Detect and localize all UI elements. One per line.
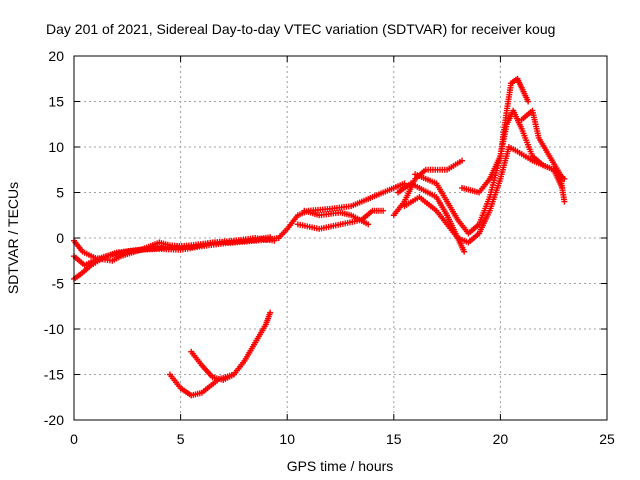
data-series xyxy=(275,180,408,241)
y-tick-labels: -20 -15 -10 -5 0 5 10 15 20 xyxy=(44,48,64,428)
y-tick-label: -5 xyxy=(52,276,65,292)
data-point xyxy=(461,248,468,255)
data-series xyxy=(188,348,237,383)
y-tick-label: 15 xyxy=(48,94,64,110)
x-tick-labels: 0 5 10 15 20 25 xyxy=(70,431,615,447)
x-axis-label: GPS time / hours xyxy=(287,458,394,474)
y-axis-label: SDTVAR / TECUs xyxy=(5,182,21,294)
x-tick-label: 5 xyxy=(177,431,185,447)
x-tick-label: 25 xyxy=(599,431,615,447)
data-point xyxy=(525,98,532,105)
y-tick-label: 0 xyxy=(56,230,64,246)
data-series xyxy=(459,75,532,196)
x-tick-label: 10 xyxy=(279,431,295,447)
data-series xyxy=(294,207,387,232)
y-tick-label: -10 xyxy=(44,321,64,337)
data-series xyxy=(71,235,278,264)
data-point xyxy=(380,207,387,214)
y-tick-label: 5 xyxy=(56,185,64,201)
data-series xyxy=(401,144,566,246)
data-point xyxy=(561,198,568,205)
data-point xyxy=(271,237,278,244)
data-layer xyxy=(71,75,568,399)
x-tick-label: 20 xyxy=(493,431,509,447)
y-tick-label: -15 xyxy=(44,367,64,383)
y-tick-label: 20 xyxy=(48,48,64,64)
data-point xyxy=(459,157,466,164)
x-tick-label: 0 xyxy=(70,431,78,447)
chart-title: Day 201 of 2021, Sidereal Day-to-day VTE… xyxy=(46,21,555,37)
y-tick-label: -20 xyxy=(44,412,64,428)
x-tick-label: 15 xyxy=(386,431,402,447)
data-point xyxy=(365,221,372,228)
data-point xyxy=(230,371,237,378)
plot-frame xyxy=(73,55,608,421)
data-point xyxy=(267,309,274,316)
data-series xyxy=(518,107,568,205)
grid-layer xyxy=(74,56,607,420)
y-tick-label: 10 xyxy=(48,139,64,155)
data-series xyxy=(166,309,274,399)
data-series xyxy=(301,207,372,228)
